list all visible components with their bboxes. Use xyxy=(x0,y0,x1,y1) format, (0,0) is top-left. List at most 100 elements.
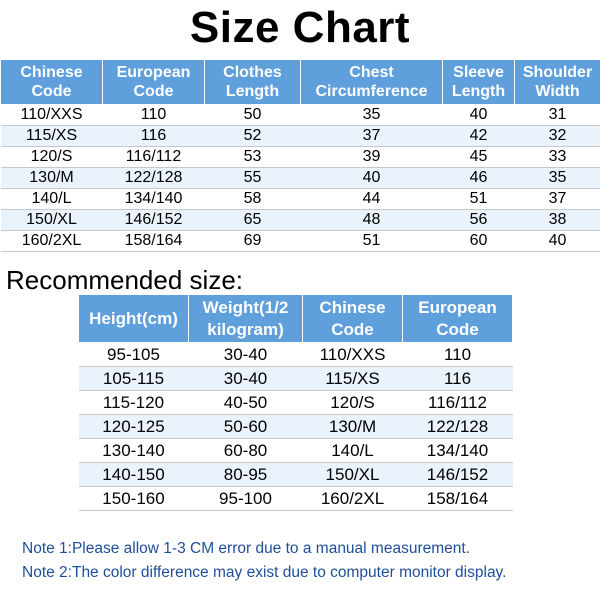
table-cell: 95-105 xyxy=(78,342,189,367)
table-cell: 150/XL xyxy=(0,209,103,231)
table-row: 115-120 40-50 120/S 116/112 xyxy=(78,390,513,415)
table-cell: 51 xyxy=(300,230,443,252)
note-color-difference: Note 2:The color difference may exist du… xyxy=(22,564,507,581)
table-row: 130/M 122/128 55 40 46 35 xyxy=(0,167,600,189)
header-shoulder-width: Shoulder Width xyxy=(514,59,600,105)
table-cell: 122/128 xyxy=(402,414,513,439)
table-cell: 95-100 xyxy=(188,486,303,511)
table-cell: 51 xyxy=(442,188,515,210)
table-cell: 116 xyxy=(102,125,205,147)
table-cell: 120/S xyxy=(0,146,103,168)
table-cell: 50 xyxy=(204,104,301,126)
table-row: 130-140 60-80 140/L 134/140 xyxy=(78,438,513,463)
table-cell: 110/XXS xyxy=(0,104,103,126)
table-row: 150-160 95-100 160/2XL 158/164 xyxy=(78,486,513,511)
table-cell: 40 xyxy=(300,167,443,189)
table-cell: 150-160 xyxy=(78,486,189,511)
table-cell: 122/128 xyxy=(102,167,205,189)
table-cell: 33 xyxy=(514,146,600,168)
table-cell: 60 xyxy=(442,230,515,252)
table-row: 140/L 134/140 58 44 51 37 xyxy=(0,188,600,210)
header-chinese-code: Chinese Code xyxy=(302,294,403,343)
table-cell: 140/L xyxy=(302,438,403,463)
table-cell: 140/L xyxy=(0,188,103,210)
table-cell: 130-140 xyxy=(78,438,189,463)
table-cell: 134/140 xyxy=(402,438,513,463)
table-row: 115/XS 116 52 37 42 32 xyxy=(0,125,600,147)
table-cell: 110 xyxy=(402,342,513,367)
table-cell: 158/164 xyxy=(402,486,513,511)
table-cell: 44 xyxy=(300,188,443,210)
table-cell: 30-40 xyxy=(188,342,303,367)
table-cell: 115-120 xyxy=(78,390,189,415)
table-cell: 65 xyxy=(204,209,301,231)
table-cell: 52 xyxy=(204,125,301,147)
table-cell: 116/112 xyxy=(402,390,513,415)
table-cell: 134/140 xyxy=(102,188,205,210)
header-chest-circumference: Chest Circumference xyxy=(300,59,443,105)
header-sleeve-length: Sleeve Length xyxy=(442,59,515,105)
table-row: 140-150 80-95 150/XL 146/152 xyxy=(78,462,513,487)
header-european-code: European Code xyxy=(102,59,205,105)
table-cell: 50-60 xyxy=(188,414,303,439)
table-cell: 35 xyxy=(300,104,443,126)
header-european-code: European Code xyxy=(402,294,513,343)
table-cell: 115/XS xyxy=(0,125,103,147)
table-cell: 35 xyxy=(514,167,600,189)
table-row: 150/XL 146/152 65 48 56 38 xyxy=(0,209,600,231)
table-cell: 40 xyxy=(514,230,600,252)
table-row: 95-105 30-40 110/XXS 110 xyxy=(78,342,513,367)
table-cell: 32 xyxy=(514,125,600,147)
table-cell: 80-95 xyxy=(188,462,303,487)
table-cell: 42 xyxy=(442,125,515,147)
table-cell: 120/S xyxy=(302,390,403,415)
table-cell: 38 xyxy=(514,209,600,231)
table-row: 110/XXS 110 50 35 40 31 xyxy=(0,104,600,126)
table-cell: 116/112 xyxy=(102,146,205,168)
table-cell: 53 xyxy=(204,146,301,168)
table-cell: 160/2XL xyxy=(0,230,103,252)
header-clothes-length: Clothes Length xyxy=(204,59,301,105)
table-row: 120-125 50-60 130/M 122/128 xyxy=(78,414,513,439)
table-row: 160/2XL 158/164 69 51 60 40 xyxy=(0,230,600,252)
table-cell: 130/M xyxy=(302,414,403,439)
table-cell: 48 xyxy=(300,209,443,231)
table-cell: 40-50 xyxy=(188,390,303,415)
table-row: 105-115 30-40 115/XS 116 xyxy=(78,366,513,391)
table-cell: 115/XS xyxy=(302,366,403,391)
table-cell: 160/2XL xyxy=(302,486,403,511)
table-cell: 30-40 xyxy=(188,366,303,391)
table-cell: 58 xyxy=(204,188,301,210)
header-height: Height(cm) xyxy=(78,294,189,343)
table-cell: 40 xyxy=(442,104,515,126)
table-cell: 55 xyxy=(204,167,301,189)
table-cell: 37 xyxy=(514,188,600,210)
size-chart-header-row: Chinese Code European Code Clothes Length C… xyxy=(0,59,600,105)
table-cell: 140-150 xyxy=(78,462,189,487)
table-cell: 150/XL xyxy=(302,462,403,487)
table-cell: 37 xyxy=(300,125,443,147)
table-cell: 31 xyxy=(514,104,600,126)
table-cell: 105-115 xyxy=(78,366,189,391)
table-cell: 110 xyxy=(102,104,205,126)
recommended-size-heading: Recommended size: xyxy=(6,265,243,295)
table-cell: 45 xyxy=(442,146,515,168)
recommended-size-table: Height(cm) Weight(1/2 kilogram) Chinese Co… xyxy=(78,294,513,511)
size-chart-table: Chinese Code European Code Clothes Length C… xyxy=(0,59,600,252)
table-cell: 56 xyxy=(442,209,515,231)
table-cell: 60-80 xyxy=(188,438,303,463)
note-measurement-error: Note 1:Please allow 1-3 CM error due to … xyxy=(22,540,470,557)
table-cell: 120-125 xyxy=(78,414,189,439)
table-cell: 158/164 xyxy=(102,230,205,252)
table-cell: 69 xyxy=(204,230,301,252)
table-cell: 110/XXS xyxy=(302,342,403,367)
recommended-header-row: Height(cm) Weight(1/2 kilogram) Chinese Co… xyxy=(78,294,513,343)
table-row: 120/S 116/112 53 39 45 33 xyxy=(0,146,600,168)
table-cell: 116 xyxy=(402,366,513,391)
table-cell: 46 xyxy=(442,167,515,189)
page-title: Size Chart xyxy=(189,3,411,52)
table-cell: 130/M xyxy=(0,167,103,189)
header-weight: Weight(1/2 kilogram) xyxy=(188,294,303,343)
header-chinese-code: Chinese Code xyxy=(0,59,103,105)
